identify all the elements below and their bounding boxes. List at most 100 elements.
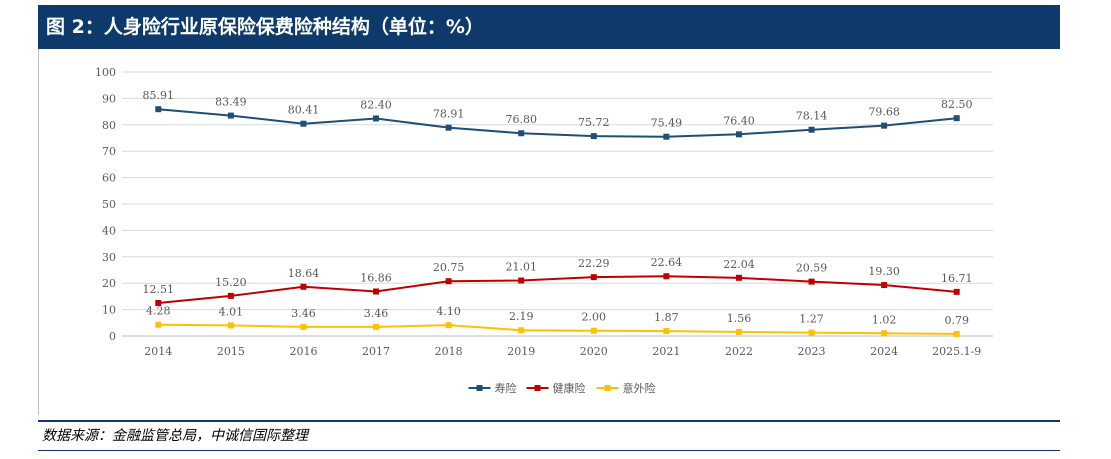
y-tick-label: 80 — [102, 119, 116, 132]
data-label: 78.91 — [433, 108, 465, 121]
x-tick-label: 2024 — [870, 345, 898, 358]
y-tick-label: 90 — [102, 92, 116, 105]
y-tick-label: 50 — [102, 198, 116, 211]
data-point — [155, 299, 162, 306]
x-tick-label: 2015 — [217, 345, 245, 358]
x-tick-label: 2017 — [362, 345, 390, 358]
data-point — [953, 330, 960, 337]
data-label: 4.01 — [219, 305, 244, 318]
data-point — [373, 323, 380, 330]
data-label: 2.00 — [582, 311, 607, 324]
data-label: 83.49 — [215, 96, 247, 109]
data-label: 78.14 — [796, 110, 828, 123]
data-label: 82.50 — [941, 98, 973, 111]
data-label: 76.80 — [505, 113, 537, 126]
data-point — [735, 131, 742, 138]
y-tick-label: 20 — [102, 277, 116, 290]
data-label: 18.64 — [288, 267, 320, 280]
y-tick-label: 10 — [102, 304, 116, 317]
x-tick-label: 2020 — [580, 345, 608, 358]
data-label: 22.04 — [723, 258, 755, 271]
x-tick-label: 2021 — [652, 345, 680, 358]
data-label: 16.86 — [360, 271, 392, 284]
data-point — [227, 292, 234, 299]
y-tick-label: 40 — [102, 224, 116, 237]
data-label: 75.49 — [651, 117, 683, 130]
data-label: 82.40 — [360, 98, 392, 111]
data-label: 1.56 — [727, 312, 752, 325]
data-point — [953, 115, 960, 122]
data-point — [663, 328, 670, 335]
data-point — [227, 322, 234, 329]
data-point — [881, 282, 888, 289]
data-label: 1.02 — [872, 313, 897, 326]
data-point — [953, 288, 960, 295]
line-chart: 0 10 20 30 40 50 60 70 80 90 100 2014 2015 2016 2017 20… — [95, 66, 993, 395]
data-point — [590, 274, 597, 281]
data-point — [373, 288, 380, 295]
data-point — [735, 328, 742, 335]
data-label: 19.30 — [868, 265, 900, 278]
data-point — [735, 274, 742, 281]
data-label: 16.71 — [941, 272, 973, 285]
data-label: 0.79 — [944, 314, 969, 327]
data-point — [808, 329, 815, 336]
data-label: 22.64 — [651, 256, 683, 269]
data-label: 80.41 — [288, 104, 320, 117]
data-point — [663, 133, 670, 140]
source-note: 数据来源：金融监管总局，中诚信国际整理 — [42, 428, 308, 444]
source-rule-bottom — [38, 450, 1060, 451]
legend-marker — [476, 385, 483, 391]
data-label: 1.87 — [654, 311, 679, 324]
data-label: 4.10 — [436, 305, 461, 318]
x-tick-label: 2014 — [144, 345, 172, 358]
data-point — [881, 122, 888, 129]
data-point — [445, 278, 452, 285]
y-tick-label: 70 — [102, 145, 116, 158]
legend-label: 寿险 — [495, 381, 517, 395]
data-point — [300, 283, 307, 290]
data-label: 75.72 — [578, 116, 610, 129]
data-label: 85.91 — [143, 89, 175, 102]
x-tick-label: 2023 — [798, 345, 826, 358]
data-label: 2.19 — [509, 310, 534, 323]
chart-area: 0 10 20 30 40 50 60 70 80 90 100 2014 2015 2016 2017 20… — [39, 52, 1060, 416]
data-label: 20.59 — [796, 262, 828, 275]
data-point — [155, 321, 162, 328]
chart-title: 图 2：人身险行业原保险保费险种结构（单位：%） — [38, 5, 1060, 49]
x-tick-label: 2016 — [289, 345, 317, 358]
data-label: 3.46 — [364, 307, 389, 320]
data-label: 20.75 — [433, 261, 465, 274]
data-point — [300, 323, 307, 330]
series-line — [158, 108, 957, 138]
data-label: 15.20 — [215, 276, 247, 289]
y-tick-label: 100 — [95, 66, 116, 79]
frame-left-border — [38, 49, 39, 415]
data-point — [518, 277, 525, 284]
legend-marker — [534, 385, 541, 391]
data-label: 4.28 — [146, 305, 171, 318]
data-label: 79.68 — [868, 106, 900, 119]
data-point — [590, 327, 597, 334]
data-label: 1.27 — [799, 313, 824, 326]
x-tick-label: 2022 — [725, 345, 753, 358]
data-point — [227, 112, 234, 119]
data-point — [300, 120, 307, 127]
legend-label: 健康险 — [553, 381, 586, 395]
data-point — [881, 330, 888, 337]
data-point — [808, 278, 815, 285]
y-tick-label: 60 — [102, 172, 116, 185]
data-point — [808, 126, 815, 133]
data-label: 3.46 — [291, 307, 316, 320]
source-rule-top — [38, 420, 1060, 422]
data-label: 12.51 — [143, 283, 175, 296]
data-label: 22.29 — [578, 257, 610, 270]
data-point — [373, 115, 380, 122]
data-point — [155, 106, 162, 113]
series-line — [158, 275, 957, 304]
data-point — [445, 322, 452, 329]
legend-marker — [604, 385, 611, 391]
data-label: 21.01 — [505, 261, 537, 274]
data-point — [590, 133, 597, 140]
data-point — [445, 124, 452, 131]
